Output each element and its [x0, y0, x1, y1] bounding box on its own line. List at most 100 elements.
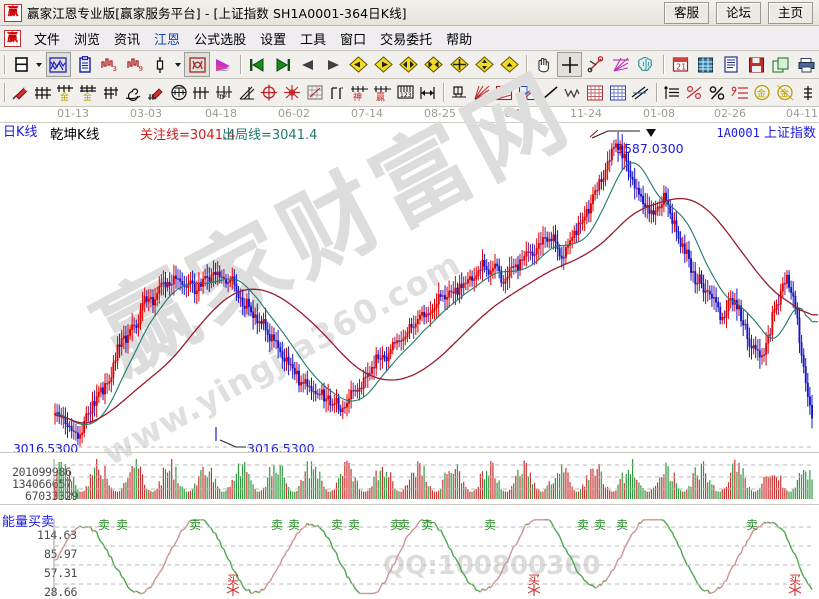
- shen-icon[interactable]: 神: [349, 81, 370, 104]
- calendar-21-icon[interactable]: 21: [669, 53, 692, 76]
- formula-box-icon[interactable]: [184, 52, 210, 77]
- dropdown-arrow-icon[interactable]: [34, 53, 45, 76]
- scissors-cut-icon[interactable]: [584, 53, 607, 76]
- menu-item-news[interactable]: 资讯: [114, 32, 141, 48]
- menu-item-trade-order[interactable]: 交易委托: [380, 32, 433, 48]
- menu-item-gann[interactable]: 江恩: [154, 32, 181, 48]
- network-chart-icon[interactable]: [45, 52, 71, 77]
- candlestick-icon[interactable]: [149, 53, 172, 76]
- high-price-tag: 3587.0300: [616, 141, 684, 156]
- gold-circle-2-icon[interactable]: 金: [775, 81, 796, 104]
- zoom-in-diamond-icon[interactable]: [397, 53, 420, 76]
- comb-lines-icon[interactable]: [191, 81, 212, 104]
- sell-marker: 卖: [746, 518, 758, 532]
- trendline-icon[interactable]: [539, 81, 560, 104]
- gann-gold-1-icon[interactable]: 金: [55, 81, 76, 104]
- percent-list-icon[interactable]: [729, 81, 750, 104]
- menu-item-window[interactable]: 窗口: [340, 32, 367, 48]
- percent-strike-icon[interactable]: [684, 81, 705, 104]
- fork-lines-icon[interactable]: [100, 81, 121, 104]
- moving-average-group: [54, 162, 818, 426]
- circle-grid-icon[interactable]: [168, 81, 189, 104]
- print-icon[interactable]: [795, 53, 818, 76]
- indicator-3-icon[interactable]: 3: [98, 53, 121, 76]
- sell-marker: 卖: [98, 518, 110, 532]
- menu-item-file[interactable]: 文件: [34, 32, 61, 48]
- chart-area[interactable]: 01-13 03-03 04-18 06-02 07-14 08-25 10-1…: [0, 52, 819, 599]
- measure-span-icon[interactable]: [417, 81, 438, 104]
- percent-icon[interactable]: [707, 81, 728, 104]
- hand-pan-icon[interactable]: [532, 53, 555, 76]
- next-page-icon[interactable]: [321, 53, 344, 76]
- copy-pages-icon[interactable]: [770, 53, 793, 76]
- menu-item-tools[interactable]: 工具: [300, 32, 327, 48]
- zoom-out-diamond-icon[interactable]: [422, 53, 445, 76]
- spreadsheet-icon[interactable]: [694, 53, 717, 76]
- menu-item-help[interactable]: 帮助: [446, 32, 473, 48]
- symbol-label: 1A0001 上证指数: [716, 122, 816, 141]
- zigzag-icon[interactable]: [562, 81, 583, 104]
- zoom-right-icon[interactable]: [372, 53, 395, 76]
- calendar-day-icon[interactable]: [10, 53, 33, 76]
- color-fan-icon[interactable]: [212, 53, 235, 76]
- menu-item-browse[interactable]: 浏览: [74, 32, 101, 48]
- svg-text:金: 金: [83, 91, 92, 101]
- grid-lines-icon[interactable]: [33, 81, 54, 104]
- n-squared-icon[interactable]: n²: [214, 81, 235, 104]
- brain-icon[interactable]: [635, 53, 658, 76]
- square-grid-icon[interactable]: [304, 81, 325, 104]
- homepage-button[interactable]: 主页: [768, 2, 813, 24]
- symbol-name: 上证指数: [763, 126, 816, 141]
- scale-icon[interactable]: [797, 81, 818, 104]
- expand-diamond-icon[interactable]: [447, 53, 470, 76]
- svg-text:21: 21: [676, 63, 686, 72]
- star-burst-icon[interactable]: [282, 81, 303, 104]
- parallel-lines-icon[interactable]: [630, 81, 651, 104]
- last-page-icon[interactable]: [271, 53, 294, 76]
- list-rank-icon[interactable]: [662, 81, 683, 104]
- crosshair-icon[interactable]: [557, 52, 583, 77]
- angle-lines-icon[interactable]: [236, 81, 257, 104]
- box-chart-icon[interactable]: [449, 81, 470, 104]
- gold-circle-1-icon[interactable]: 金: [752, 81, 773, 104]
- fan-red-icon[interactable]: [472, 81, 493, 104]
- clipboard-icon[interactable]: [73, 53, 96, 76]
- customer-service-button[interactable]: 客服: [664, 2, 709, 24]
- grid-red-icon[interactable]: [585, 81, 606, 104]
- forum-button[interactable]: 论坛: [716, 2, 761, 24]
- svg-text:123: 123: [400, 92, 412, 99]
- dropdown-arrow-icon[interactable]: [173, 53, 184, 76]
- square-diag-icon[interactable]: [517, 81, 538, 104]
- zoom-left-icon[interactable]: [347, 53, 370, 76]
- sell-marker: 卖: [398, 518, 410, 532]
- date-tick: 06-02: [278, 107, 310, 120]
- indicator-9-icon[interactable]: 9: [123, 53, 146, 76]
- move-diamond-icon[interactable]: [473, 53, 496, 76]
- overlay-label-qiankun: 乾坤K线: [50, 127, 100, 143]
- shrink-diamond-icon[interactable]: [498, 53, 521, 76]
- ying-icon[interactable]: 赢: [372, 81, 393, 104]
- report-icon[interactable]: [719, 53, 742, 76]
- grid-blue-icon[interactable]: [607, 81, 628, 104]
- sell-marker: 卖: [288, 518, 300, 532]
- energy-line-group: [54, 519, 813, 595]
- save-disk-icon[interactable]: [745, 53, 768, 76]
- svg-text:金: 金: [780, 88, 789, 100]
- ruler-123-icon[interactable]: 123: [395, 81, 416, 104]
- pen-grid-icon[interactable]: [146, 81, 167, 104]
- step-line-icon[interactable]: ": [327, 81, 348, 104]
- target-cross-icon[interactable]: [259, 81, 280, 104]
- spiral-icon[interactable]: [123, 81, 144, 104]
- prev-page-icon[interactable]: [296, 53, 319, 76]
- fan-box-icon[interactable]: [494, 81, 515, 104]
- menu-item-formula-stock-pick[interactable]: 公式选股: [194, 32, 247, 48]
- menu-item-settings[interactable]: 设置: [260, 32, 287, 48]
- gann-gold-2-icon[interactable]: 金: [78, 81, 99, 104]
- pen-draw-icon[interactable]: [10, 81, 31, 104]
- gann-fan-icon[interactable]: [610, 53, 633, 76]
- date-tick: 04-11: [786, 107, 818, 120]
- energy-axis-1: 114.63: [37, 528, 77, 542]
- date-tick: 02-26: [714, 107, 746, 120]
- toolbar-separator: [4, 83, 5, 102]
- first-page-icon[interactable]: [246, 53, 269, 76]
